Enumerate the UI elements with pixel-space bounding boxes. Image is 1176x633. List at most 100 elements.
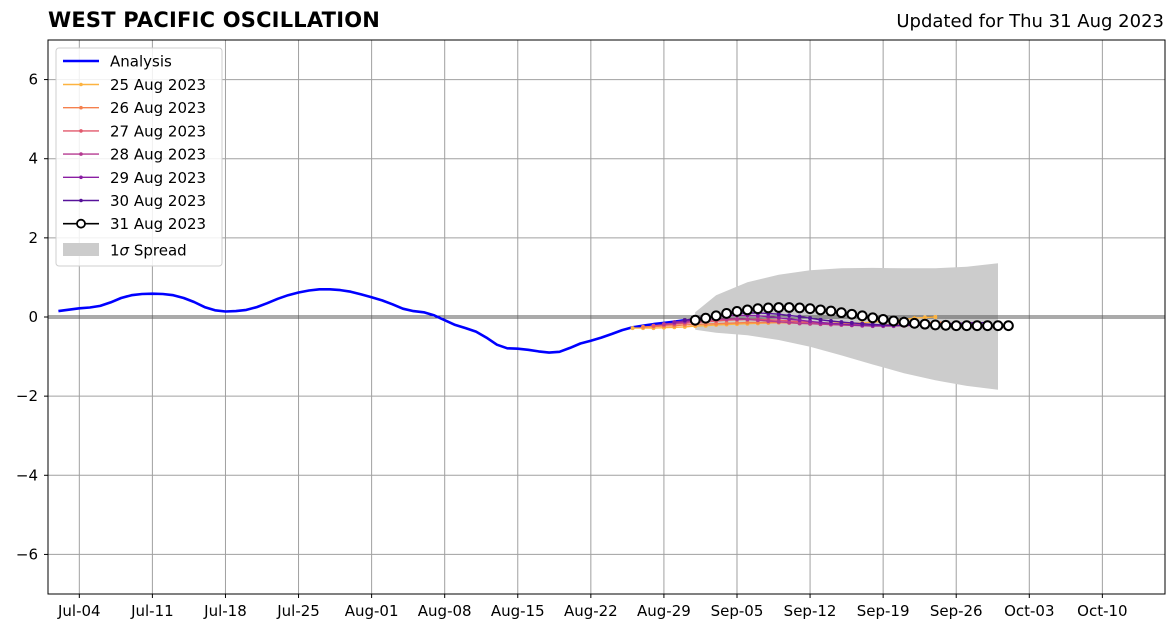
x-tick-label: Sep-12 (784, 602, 837, 620)
axis-ticks: Jul-04 Jul-11 Jul-18 Jul-25 Aug-01 Aug-08 Aug-… (16, 71, 1128, 620)
forecast-point (818, 317, 823, 322)
forecast-point (797, 314, 802, 319)
legend-forecast-label: 31 Aug 2023 (110, 215, 206, 233)
forecast-point (787, 320, 792, 325)
forecast-point (797, 318, 802, 323)
x-tick-label: Aug-08 (418, 602, 472, 620)
forecast-point (762, 302, 774, 314)
legend-spread-label: 1σ Spread (110, 242, 187, 260)
forecast-point (734, 316, 739, 321)
legend-forecast-entries: 25 Aug 2023 26 Aug 2023 27 Aug 2023 28 Aug … (63, 76, 206, 233)
legend-forecast-marker (79, 198, 83, 203)
spread-layer (695, 263, 998, 390)
forecast-point (808, 316, 813, 321)
forecast-point (700, 312, 712, 324)
analysis-line (58, 287, 685, 354)
forecast-point (641, 324, 646, 329)
forecast-point (867, 312, 879, 324)
chart-title: WEST PACIFIC OSCILLATION (48, 8, 381, 32)
forecast-point (961, 320, 973, 332)
forecast-point (839, 320, 844, 325)
y-tick-label: −2 (16, 387, 38, 405)
x-tick-label: Aug-15 (491, 602, 545, 620)
forecast-point (933, 314, 938, 319)
chart-subtitle: Updated for Thu 31 Aug 2023 (896, 11, 1164, 32)
forecast-point (982, 320, 993, 332)
x-tick-label: Jul-04 (57, 602, 101, 620)
forecast-point (689, 314, 701, 326)
forecast-point (992, 320, 1004, 332)
legend-forecast-label: 28 Aug 2023 (110, 146, 206, 164)
legend-forecast-marker (79, 105, 83, 110)
legend-forecast-label: 30 Aug 2023 (110, 192, 206, 210)
y-tick-label: −4 (16, 466, 38, 484)
forecast-point (766, 318, 771, 323)
forecast-point (773, 302, 785, 313)
forecast-point (835, 307, 847, 319)
forecast-point (672, 320, 677, 325)
forecast-point (804, 303, 816, 315)
forecast-point (870, 322, 875, 327)
forecast-point (752, 303, 764, 315)
legend-forecast-marker (79, 129, 83, 133)
forecast-point (742, 304, 753, 316)
x-tick-label: Sep-19 (857, 602, 910, 620)
y-tick-label: −6 (16, 545, 38, 563)
forecast-point (1003, 320, 1014, 332)
x-tick-label: Oct-10 (1077, 602, 1127, 620)
legend-analysis-label: Analysis (110, 53, 172, 71)
forecast-point (776, 312, 781, 317)
forecast-point (860, 321, 865, 326)
forecast-point (898, 316, 910, 328)
forecast-point (919, 318, 931, 330)
forecast-point (828, 318, 833, 323)
y-tick-label: 2 (28, 229, 38, 247)
x-tick-label: Aug-22 (564, 602, 618, 620)
forecast-point (950, 320, 962, 332)
forecast-point (846, 308, 858, 320)
x-tick-label: Jul-11 (130, 602, 174, 620)
forecast-point (849, 320, 854, 325)
legend: Analysis 25 Aug 2023 26 Aug 2023 27 Aug 20… (55, 47, 223, 267)
series-layer (58, 287, 1014, 354)
forecast-point (776, 315, 781, 320)
x-tick-label: Jul-25 (276, 602, 320, 620)
legend-forecast-label: 29 Aug 2023 (110, 169, 206, 187)
forecast-point (630, 326, 635, 331)
forecast-point (787, 316, 792, 321)
forecast-point (745, 317, 750, 322)
forecast-point (721, 308, 732, 319)
legend-forecast-marker (76, 218, 86, 229)
forecast-point (929, 319, 941, 331)
legend-forecast-label: 26 Aug 2023 (110, 99, 206, 117)
forecast-point (661, 322, 666, 327)
forecast-point (909, 317, 920, 329)
forecast-point (787, 313, 792, 318)
forecast-point (710, 310, 722, 322)
legend-box (55, 47, 223, 267)
legend-spread-swatch (63, 243, 99, 256)
forecast-point (922, 315, 927, 320)
grid (48, 40, 1165, 594)
forecast-point (651, 323, 656, 328)
forecast-point (888, 315, 899, 327)
forecast-point (776, 319, 781, 324)
x-tick-label: Aug-29 (637, 602, 691, 620)
forecast-point (971, 320, 983, 332)
forecast-series (689, 302, 1014, 332)
forecast-point (682, 318, 687, 323)
forecast-point (783, 302, 795, 313)
forecast-point (825, 305, 837, 317)
legend-forecast-marker (79, 82, 83, 87)
spread-band (695, 263, 998, 390)
forecast-point (877, 313, 889, 325)
x-tick-label: Oct-03 (1004, 602, 1054, 620)
legend-forecast-marker (79, 175, 83, 180)
y-tick-label: 4 (28, 150, 38, 168)
forecast-point (940, 319, 952, 331)
y-tick-label: 6 (28, 71, 38, 89)
x-tick-label: Aug-01 (345, 602, 399, 620)
x-tick-label: Sep-05 (711, 602, 764, 620)
forecast-point (815, 304, 826, 316)
